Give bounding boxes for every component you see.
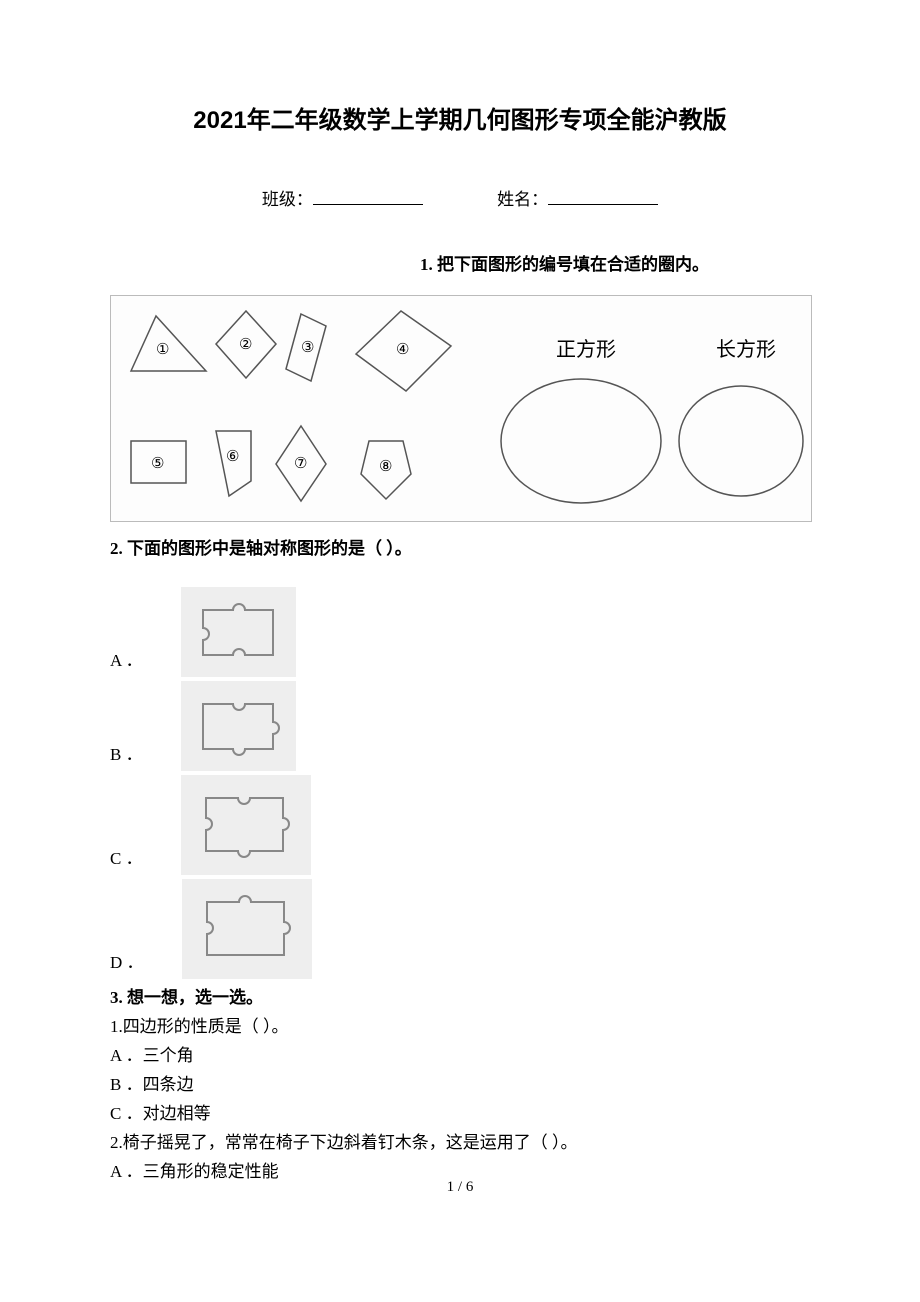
name-blank[interactable] [548,185,658,205]
q2-opt-b-label: B ． [110,740,143,771]
q2-stem: 2. 下面的图形中是轴对称图形的是（ ）。 [110,534,810,559]
q1-svg: ① ② ③ ④ ⑤ ⑥ ⑦ [111,296,811,521]
shape-label-2: ② [239,337,252,353]
q2-option-b[interactable]: B ． [110,681,810,771]
shape-label-5: ⑤ [151,456,164,472]
bucket-rect-label: 长方形 [716,338,776,361]
shape-label-4: ④ [396,342,409,358]
shape-label-1: ① [156,342,169,358]
q2-opt-c-label: C ． [110,844,143,875]
q3-1-opt-a[interactable]: A ．三个角 [110,1041,810,1066]
class-blank[interactable] [313,185,423,205]
student-info-row: 班级： 姓名： [110,185,810,210]
q3-2-stem: 2.椅子摇晃了，常常在椅子下边斜着钉木条，这是运用了（ ）。 [110,1128,810,1153]
puzzle-d [182,879,312,979]
puzzle-b [181,681,296,771]
q1-figure: ① ② ③ ④ ⑤ ⑥ ⑦ [110,295,812,522]
shape-label-6: ⑥ [226,449,239,465]
page-title: 2021年二年级数学上学期几何图形专项全能沪教版 [110,100,810,135]
class-label: 班级： [262,190,313,209]
puzzle-c [181,775,311,875]
page: 2021年二年级数学上学期几何图形专项全能沪教版 班级： 姓名： 1. 把下面图… [0,0,920,1226]
bucket-square-label: 正方形 [556,338,616,361]
shape-label-8: ⑧ [379,459,392,475]
q2-option-a[interactable]: A ． [110,587,810,677]
q2-option-d[interactable]: D ． [110,879,810,979]
q3-1-opt-c[interactable]: C ．对边相等 [110,1099,810,1124]
shape-label-7: ⑦ [294,456,307,472]
spacer [110,563,810,583]
shape-label-3: ③ [301,340,314,356]
name-label: 姓名： [497,190,548,209]
q3-heading: 3. 想一想，选一选。 [110,983,810,1008]
page-footer: 1 / 6 [0,1179,920,1196]
q2-opt-a-label: A ． [110,646,143,677]
q1-instruction: 1. 把下面图形的编号填在合适的圈内。 [420,250,810,275]
q2-option-c[interactable]: C ． [110,775,810,875]
q2-opt-d-label: D ． [110,948,144,979]
q3-1-opt-b[interactable]: B ．四条边 [110,1070,810,1095]
q3-1-stem: 1.四边形的性质是（ ）。 [110,1012,810,1037]
puzzle-a [181,587,296,677]
